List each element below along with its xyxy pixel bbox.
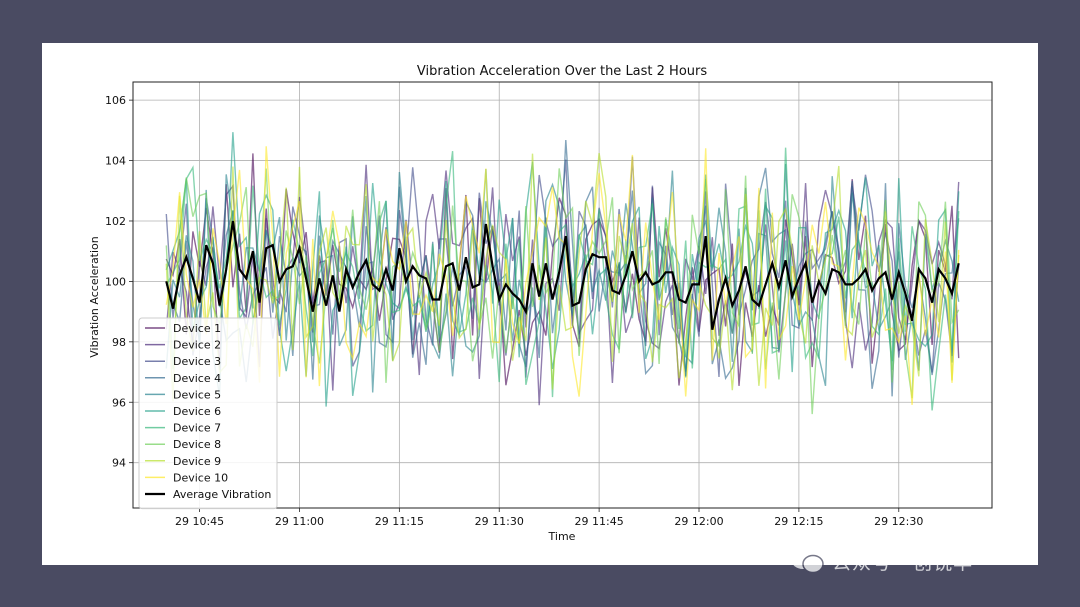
x-tick-label: 29 12:00 (674, 515, 723, 528)
axis-ticks: 94 96 98 100 102 104 106 29 10:45 29 11:00 29 11:… (105, 94, 923, 528)
y-tick-label: 94 (112, 457, 126, 470)
legend: Device 1 Device 2 Device 3 Device 4 Device 5… (138, 317, 278, 510)
legend-label: Device 6 (173, 405, 221, 418)
series-line-device-5 (165, 163, 960, 397)
x-axis-label: Time (548, 530, 576, 543)
y-tick-label: 102 (105, 215, 126, 228)
x-tick-label: 29 12:30 (874, 515, 923, 528)
x-tick-label: 29 11:45 (575, 515, 624, 528)
chat-bubbles-icon (791, 549, 824, 574)
x-tick-label: 29 11:15 (375, 515, 424, 528)
chart-title: Vibration Acceleration Over the Last 2 H… (417, 64, 708, 79)
average-line-group (165, 220, 960, 330)
y-tick-label: 96 (112, 396, 126, 409)
legend-label: Device 7 (173, 422, 221, 435)
legend-box (138, 317, 278, 510)
series-line-device-4 (165, 139, 960, 397)
y-tick-label: 100 (105, 275, 126, 288)
x-tick-label: 29 11:30 (475, 515, 524, 528)
figure-canvas: 94 96 98 100 102 104 106 29 10:45 29 11:00 29 11:… (42, 43, 1038, 565)
plot-area-border (132, 81, 993, 509)
average-vibration-line (165, 220, 960, 330)
legend-label: Device 10 (173, 471, 228, 484)
legend-label: Device 9 (173, 455, 221, 468)
legend-label: Device 3 (173, 355, 221, 368)
legend-label: Device 2 (173, 339, 221, 352)
series-line-device-6 (165, 132, 960, 407)
legend-label: Device 1 (173, 322, 221, 335)
series-line-device-9 (165, 152, 960, 402)
series-line-device-8 (165, 168, 960, 415)
x-tick-label: 29 10:45 (175, 515, 224, 528)
legend-label: Device 5 (173, 388, 221, 401)
legend-label: Device 4 (173, 372, 221, 385)
series-line-device-10 (165, 146, 960, 405)
y-tick-label: 104 (105, 155, 126, 168)
y-tick-label: 98 (112, 336, 126, 349)
x-tick-label: 29 11:00 (275, 515, 324, 528)
line-chart: 94 96 98 100 102 104 106 29 10:45 29 11:00 29 11:… (88, 64, 993, 543)
legend-label: Average Vibration (173, 488, 271, 501)
series-lines (165, 132, 960, 415)
watermark: 公众号 · 创锐丰 (790, 547, 973, 575)
x-tick-label: 29 12:15 (774, 515, 823, 528)
y-axis-label: Vibration Acceleration (88, 236, 101, 358)
watermark-text: 公众号 · 创锐丰 (832, 551, 974, 574)
y-tick-label: 106 (105, 94, 126, 107)
legend-label: Device 8 (173, 438, 221, 451)
